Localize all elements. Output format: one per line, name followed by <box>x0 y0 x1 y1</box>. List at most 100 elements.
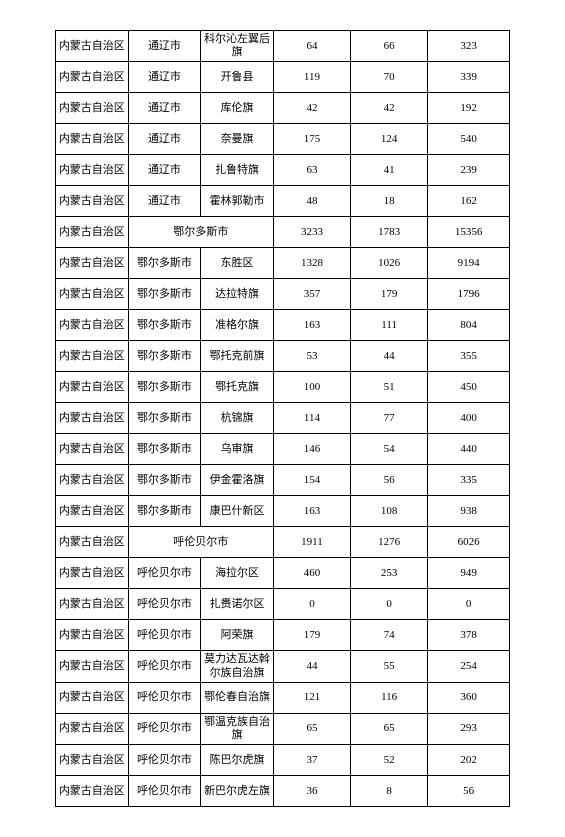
table-cell: 呼伦贝尔市 <box>128 527 273 558</box>
table-cell: 163 <box>273 496 350 527</box>
table-row: 内蒙古自治区呼伦贝尔市扎赉诺尔区000 <box>56 589 510 620</box>
table-cell: 540 <box>428 124 510 155</box>
table-cell: 53 <box>273 341 350 372</box>
table-cell: 0 <box>428 589 510 620</box>
table-cell: 内蒙古自治区 <box>56 248 129 279</box>
table-cell: 154 <box>273 465 350 496</box>
table-cell: 74 <box>351 620 428 651</box>
table-row: 内蒙古自治区呼伦贝尔市海拉尔区460253949 <box>56 558 510 589</box>
table-cell: 内蒙古自治区 <box>56 713 129 744</box>
table-cell: 鄂温克族自治旗 <box>201 713 274 744</box>
table-cell: 108 <box>351 496 428 527</box>
table-cell: 357 <box>273 279 350 310</box>
table-cell: 804 <box>428 310 510 341</box>
table-cell: 323 <box>428 31 510 62</box>
table-row: 内蒙古自治区鄂尔多斯市乌审旗14654440 <box>56 434 510 465</box>
table-body: 内蒙古自治区通辽市科尔沁左翼后旗6466323内蒙古自治区通辽市开鲁县11970… <box>56 31 510 807</box>
table-row: 内蒙古自治区通辽市霍林郭勒市4818162 <box>56 186 510 217</box>
table-cell: 360 <box>428 682 510 713</box>
table-cell: 938 <box>428 496 510 527</box>
table-cell: 63 <box>273 155 350 186</box>
table-cell: 内蒙古自治区 <box>56 372 129 403</box>
table-row: 内蒙古自治区呼伦贝尔市鄂伦春自治旗121116360 <box>56 682 510 713</box>
table-cell: 163 <box>273 310 350 341</box>
table-cell: 奈曼旗 <box>201 124 274 155</box>
table-cell: 内蒙古自治区 <box>56 62 129 93</box>
table-cell: 0 <box>351 589 428 620</box>
table-cell: 52 <box>351 745 428 776</box>
table-cell: 内蒙古自治区 <box>56 155 129 186</box>
table-cell: 扎赉诺尔区 <box>201 589 274 620</box>
table-cell: 450 <box>428 372 510 403</box>
table-row: 内蒙古自治区通辽市奈曼旗175124540 <box>56 124 510 155</box>
table-cell: 253 <box>351 558 428 589</box>
table-cell: 119 <box>273 62 350 93</box>
table-row: 内蒙古自治区通辽市科尔沁左翼后旗6466323 <box>56 31 510 62</box>
table-row: 内蒙古自治区呼伦贝尔市新巴尔虎左旗36856 <box>56 776 510 807</box>
table-cell: 内蒙古自治区 <box>56 776 129 807</box>
table-row: 内蒙古自治区呼伦贝尔市阿荣旗17974378 <box>56 620 510 651</box>
table-cell: 内蒙古自治区 <box>56 682 129 713</box>
table-cell: 内蒙古自治区 <box>56 589 129 620</box>
table-cell: 18 <box>351 186 428 217</box>
table-cell: 339 <box>428 62 510 93</box>
table-cell: 鄂托克前旗 <box>201 341 274 372</box>
table-cell: 65 <box>351 713 428 744</box>
table-cell: 1328 <box>273 248 350 279</box>
table-cell: 239 <box>428 155 510 186</box>
table-cell: 56 <box>428 776 510 807</box>
table-cell: 通辽市 <box>128 155 201 186</box>
table-cell: 康巴什新区 <box>201 496 274 527</box>
table-cell: 乌审旗 <box>201 434 274 465</box>
table-cell: 37 <box>273 745 350 776</box>
table-cell: 呼伦贝尔市 <box>128 682 201 713</box>
table-cell: 66 <box>351 31 428 62</box>
table-cell: 鄂尔多斯市 <box>128 496 201 527</box>
table-cell: 121 <box>273 682 350 713</box>
table-cell: 56 <box>351 465 428 496</box>
table-cell: 陈巴尔虎旗 <box>201 745 274 776</box>
table-cell: 呼伦贝尔市 <box>128 589 201 620</box>
table-cell: 1276 <box>351 527 428 558</box>
table-cell: 949 <box>428 558 510 589</box>
table-cell: 鄂尔多斯市 <box>128 341 201 372</box>
table-cell: 内蒙古自治区 <box>56 465 129 496</box>
table-cell: 124 <box>351 124 428 155</box>
table-cell: 162 <box>428 186 510 217</box>
table-cell: 116 <box>351 682 428 713</box>
table-cell: 新巴尔虎左旗 <box>201 776 274 807</box>
table-cell: 鄂尔多斯市 <box>128 465 201 496</box>
table-row: 内蒙古自治区鄂尔多斯市3233178315356 <box>56 217 510 248</box>
table-cell: 扎鲁特旗 <box>201 155 274 186</box>
table-row: 内蒙古自治区鄂尔多斯市鄂托克旗10051450 <box>56 372 510 403</box>
table-cell: 65 <box>273 713 350 744</box>
table-cell: 内蒙古自治区 <box>56 124 129 155</box>
table-cell: 175 <box>273 124 350 155</box>
table-cell: 鄂托克旗 <box>201 372 274 403</box>
table-row: 内蒙古自治区通辽市开鲁县11970339 <box>56 62 510 93</box>
table-cell: 202 <box>428 745 510 776</box>
table-cell: 呼伦贝尔市 <box>128 558 201 589</box>
table-cell: 42 <box>351 93 428 124</box>
table-row: 内蒙古自治区呼伦贝尔市鄂温克族自治旗6565293 <box>56 713 510 744</box>
table-row: 内蒙古自治区鄂尔多斯市康巴什新区163108938 <box>56 496 510 527</box>
table-cell: 鄂尔多斯市 <box>128 434 201 465</box>
table-cell: 192 <box>428 93 510 124</box>
table-row: 内蒙古自治区呼伦贝尔市陈巴尔虎旗3752202 <box>56 745 510 776</box>
table-cell: 伊金霍洛旗 <box>201 465 274 496</box>
table-cell: 内蒙古自治区 <box>56 745 129 776</box>
table-cell: 内蒙古自治区 <box>56 341 129 372</box>
table-cell: 36 <box>273 776 350 807</box>
table-cell: 莫力达瓦达斡尔族自治旗 <box>201 651 274 682</box>
table-cell: 鄂尔多斯市 <box>128 372 201 403</box>
table-cell: 355 <box>428 341 510 372</box>
table-cell: 48 <box>273 186 350 217</box>
table-cell: 通辽市 <box>128 93 201 124</box>
table-cell: 179 <box>351 279 428 310</box>
table-row: 内蒙古自治区呼伦贝尔市莫力达瓦达斡尔族自治旗4455254 <box>56 651 510 682</box>
table-cell: 杭锦旗 <box>201 403 274 434</box>
table-cell: 海拉尔区 <box>201 558 274 589</box>
table-cell: 64 <box>273 31 350 62</box>
table-row: 内蒙古自治区呼伦贝尔市191112766026 <box>56 527 510 558</box>
table-cell: 378 <box>428 620 510 651</box>
